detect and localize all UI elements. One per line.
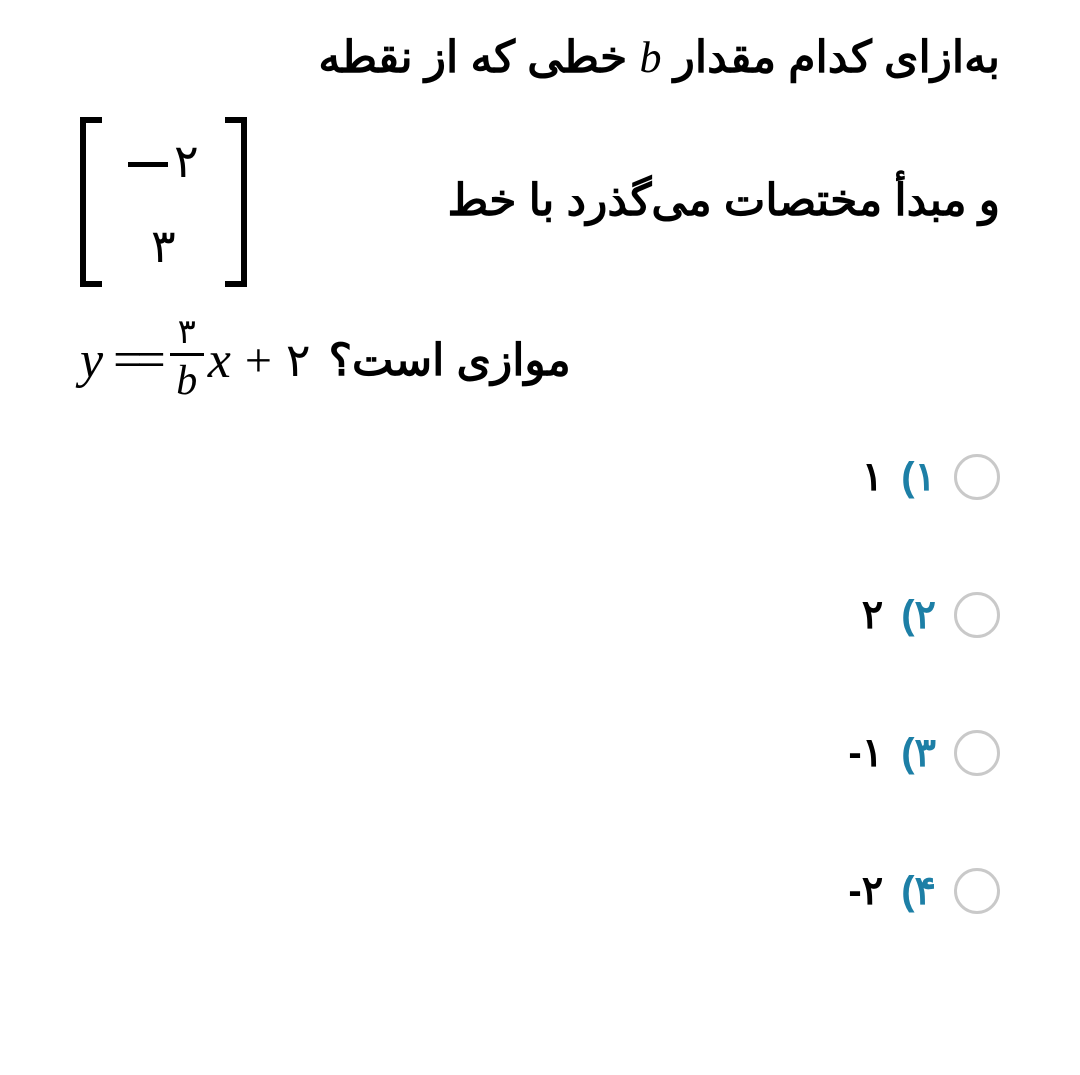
point-matrix: ۲ ۳: [80, 117, 247, 287]
matrix-cell-bottom: ۳: [151, 223, 176, 269]
options-list: ۱) ۱ ۲) ۲ ۳) -۱ ۴) -۲: [80, 454, 1000, 914]
question-line-3-row: y == ۳ b x + ۲ موازی است؟: [80, 317, 1000, 404]
text-segment: خطی که از نقطه: [318, 33, 639, 82]
line-equation: y == ۳ b x + ۲: [80, 317, 311, 404]
option-label: ۱): [901, 454, 936, 500]
option-value: -۲: [848, 868, 883, 914]
constant: ۲: [286, 333, 311, 387]
radio-icon[interactable]: [954, 592, 1000, 638]
question-line-2-text: و مبدأ مختصات می‌گذرد با خط: [277, 153, 1000, 250]
option-2[interactable]: ۲) ۲: [90, 592, 1000, 638]
option-value: -۱: [848, 730, 883, 776]
bracket-right-icon: [225, 117, 247, 287]
digit: ۲: [174, 135, 199, 187]
matrix-column: ۲ ۳: [102, 117, 225, 287]
option-1[interactable]: ۱) ۱: [90, 454, 1000, 500]
question-line-1: به‌ازای کدام مقدار b خطی که از نقطه: [80, 10, 1000, 107]
option-value: ۱: [862, 454, 883, 500]
text-segment: به‌ازای کدام مقدار: [661, 33, 1000, 82]
var-x: x: [208, 331, 231, 390]
equals-sign: ==: [107, 331, 166, 390]
radio-icon[interactable]: [954, 454, 1000, 500]
question-line-3-text: موازی است؟: [329, 335, 571, 386]
question-page: به‌ازای کدام مقدار b خطی که از نقطه ۲ ۳ …: [0, 0, 1080, 954]
option-label: ۴): [901, 868, 936, 914]
var-y: y: [80, 331, 103, 390]
fraction-numerator: ۳: [178, 315, 196, 353]
radio-icon[interactable]: [954, 868, 1000, 914]
matrix-cell-top: ۲: [128, 135, 199, 187]
option-value: ۲: [862, 592, 883, 638]
question-line-2-row: ۲ ۳ و مبدأ مختصات می‌گذرد با خط: [80, 117, 1000, 287]
plus-sign: +: [235, 333, 282, 388]
option-label: ۲): [901, 592, 936, 638]
bracket-left-icon: [80, 117, 102, 287]
option-3[interactable]: ۳) -۱: [90, 730, 1000, 776]
fraction-denominator: b: [176, 356, 197, 402]
minus-icon: [128, 162, 168, 167]
radio-icon[interactable]: [954, 730, 1000, 776]
option-label: ۳): [901, 730, 936, 776]
fraction: ۳ b: [170, 315, 204, 402]
option-4[interactable]: ۴) -۲: [90, 868, 1000, 914]
variable-b: b: [639, 33, 661, 82]
